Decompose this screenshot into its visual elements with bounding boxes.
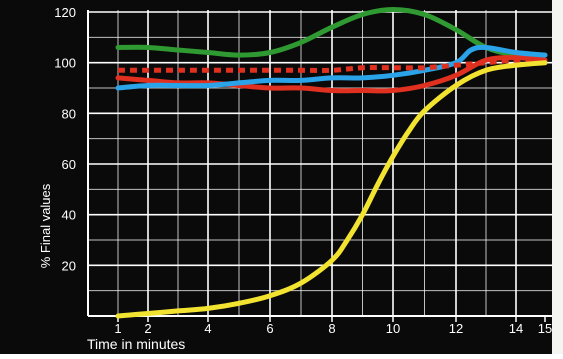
x-tick-label-12: 12 (449, 321, 463, 336)
y-tick-label-40: 40 (62, 208, 76, 223)
y-tick-label-20: 20 (62, 258, 76, 273)
x-tick-label-2: 2 (144, 321, 151, 336)
x-tick-label-6: 6 (266, 321, 273, 336)
y-tick-label-80: 80 (62, 106, 76, 121)
series-group (115, 7, 548, 319)
x-tick-label-15: 15 (538, 321, 552, 336)
series-line-3 (115, 44, 548, 91)
x-tick-label-10: 10 (386, 321, 400, 336)
chart-right-margin (552, 0, 563, 354)
y-tick-label-60: 60 (62, 157, 76, 172)
series-line-2 (115, 7, 548, 59)
y-tick-label-120: 120 (54, 5, 76, 20)
series-line-4 (115, 55, 548, 94)
y-axis-label: % Final values (38, 183, 53, 268)
y-tick-label-100: 100 (54, 56, 76, 71)
x-tick-label-1: 1 (114, 321, 121, 336)
grid (87, 10, 552, 322)
x-axis-label: Time in minutes (87, 336, 185, 352)
series-line-1 (115, 60, 548, 319)
x-tick-label-4: 4 (204, 321, 211, 336)
x-tick-label-14: 14 (509, 321, 523, 336)
x-tick-label-8: 8 (328, 321, 335, 336)
